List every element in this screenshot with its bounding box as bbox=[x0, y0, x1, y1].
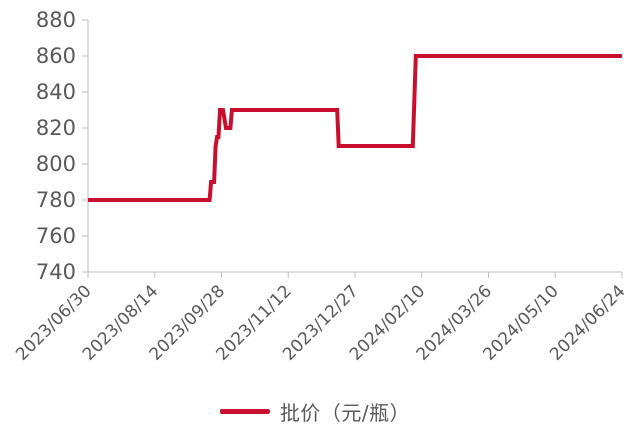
y-tick-label: 880 bbox=[36, 8, 76, 32]
y-tick-label: 780 bbox=[36, 188, 76, 212]
y-tick-label: 800 bbox=[36, 152, 76, 176]
series-line bbox=[88, 54, 622, 202]
legend-label: 批价（元/瓶） bbox=[279, 400, 411, 425]
series-layer bbox=[88, 54, 622, 202]
y-tick-label: 840 bbox=[36, 80, 76, 104]
x-axis: 2023/06/302023/08/142023/09/282023/11/12… bbox=[12, 271, 630, 365]
legend-swatch bbox=[219, 408, 270, 414]
y-tick-label: 820 bbox=[36, 116, 76, 140]
legend: 批价（元/瓶） bbox=[0, 398, 630, 425]
y-tick-label: 740 bbox=[36, 260, 76, 284]
y-axis: 740 760 780 800 820 840 860 880 bbox=[36, 8, 89, 284]
y-tick-label: 760 bbox=[36, 224, 76, 248]
y-tick-label: 860 bbox=[36, 44, 76, 68]
